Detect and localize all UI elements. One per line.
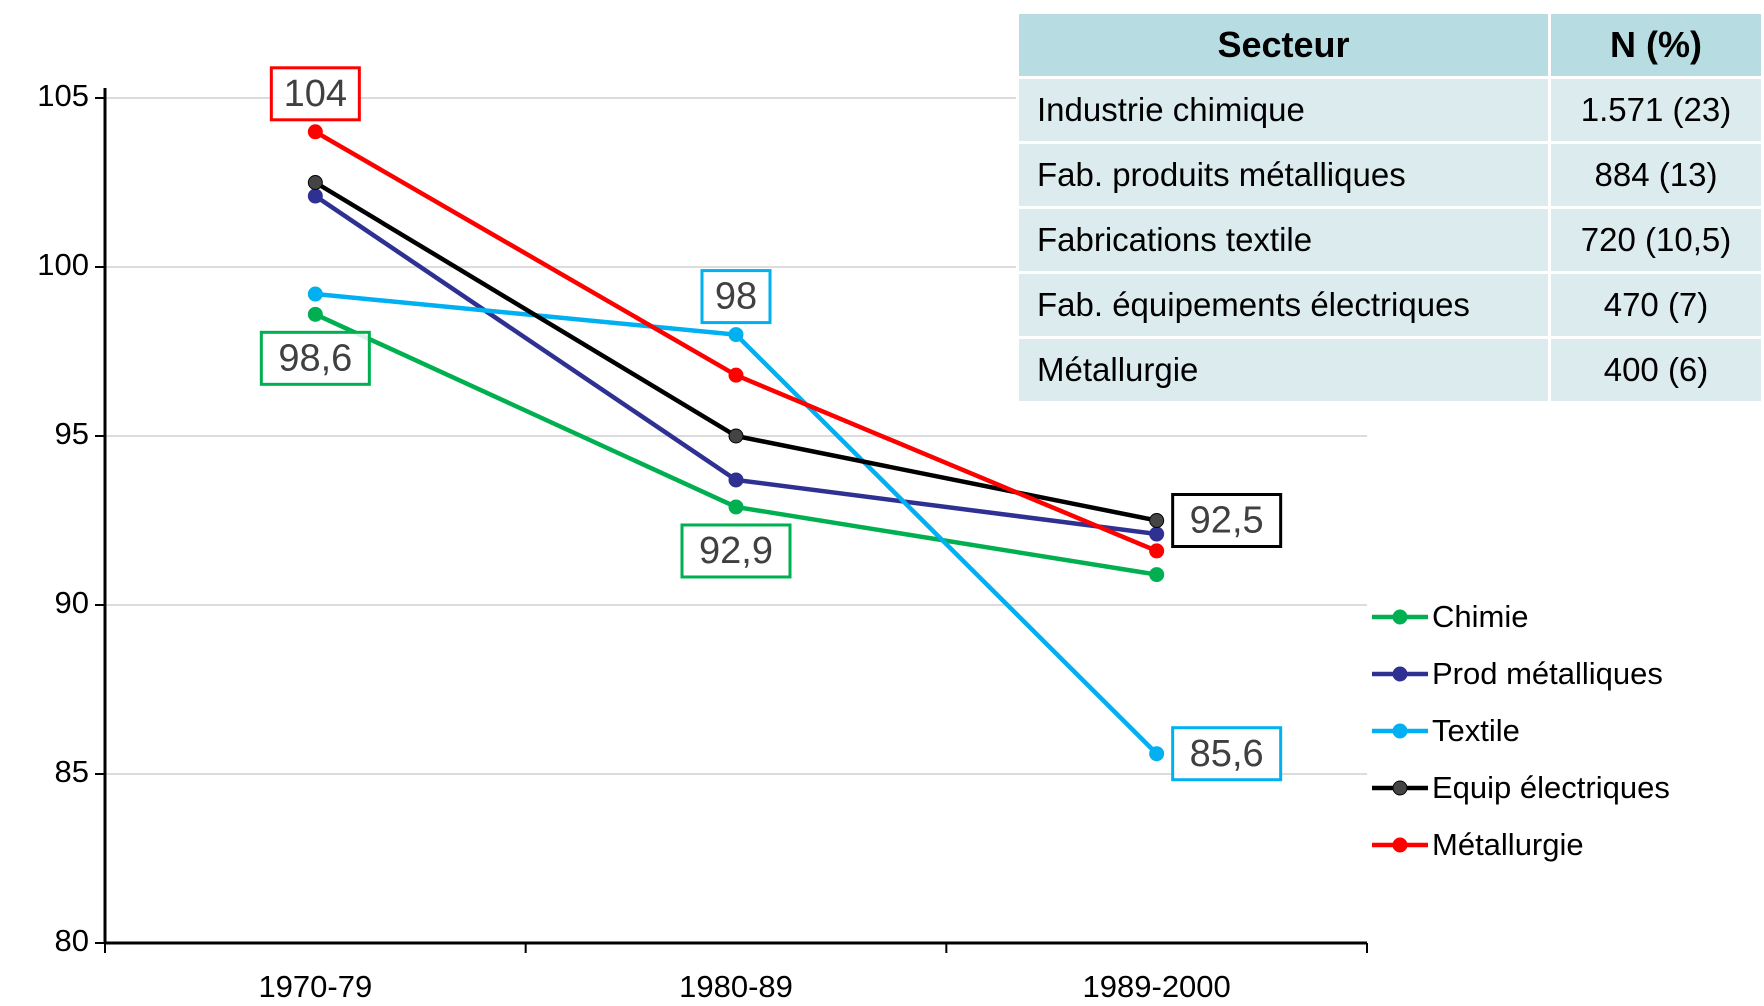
y-tick-label: 95: [55, 416, 89, 451]
data-label-text: 98,6: [278, 337, 352, 379]
point: [307, 286, 323, 302]
point: [307, 124, 323, 140]
legend-marker: [1392, 723, 1408, 739]
point: [728, 472, 744, 488]
data-label-box: [1171, 726, 1283, 782]
point: [1149, 513, 1165, 528]
table-cell: 470 (7): [1548, 271, 1764, 339]
point: [307, 188, 323, 204]
table-row: Industrie chimique 1.571 (23): [1015, 76, 1764, 144]
table-cell: Fab. équipements électriques: [1015, 271, 1552, 339]
table-cell: 1.571 (23): [1548, 76, 1764, 144]
table-row: Fabrications textile 720 (10,5): [1015, 206, 1764, 274]
legend-marker: [1392, 837, 1408, 853]
y-tick-label: 85: [55, 754, 89, 789]
data-label-text: 98: [715, 276, 757, 318]
table-cell: Industrie chimique: [1015, 76, 1552, 144]
point: [1149, 526, 1165, 542]
data-label-text: 92,5: [1190, 500, 1264, 542]
point: [307, 306, 323, 322]
data-label: 85,6: [1171, 726, 1283, 782]
y-tick-label: 100: [37, 247, 89, 282]
table-row: Fab. produits métalliques 884 (13): [1015, 141, 1764, 209]
data-label: 92,5: [1171, 493, 1283, 548]
point: [307, 175, 323, 190]
y-tick-label: 80: [55, 923, 89, 958]
table-header: N (%): [1548, 11, 1764, 79]
table-cell: 400 (6): [1548, 336, 1764, 404]
table-row: Fab. équipements électriques 470 (7): [1015, 271, 1764, 339]
point: [728, 428, 744, 444]
table-cell: Métallurgie: [1015, 336, 1552, 404]
table-cell: Fabrications textile: [1015, 206, 1552, 274]
data-label: 104: [269, 66, 361, 122]
point: [728, 499, 744, 515]
data-label-box: [259, 330, 371, 386]
data-label-text: 104: [284, 73, 347, 115]
table-cell: 720 (10,5): [1548, 206, 1764, 274]
point: [728, 327, 744, 343]
data-label: 98: [700, 269, 772, 325]
table-cell: 884 (13): [1548, 141, 1764, 209]
table-row: Métallurgie 400 (6): [1015, 336, 1764, 404]
data-label: 92,9: [680, 523, 792, 579]
y-tick-label: 90: [55, 585, 89, 620]
data-label-text: 92,9: [699, 530, 773, 572]
data-label-box: [700, 269, 772, 325]
x-tick-label: 1980-89: [679, 969, 793, 1004]
legend-label: Chimie: [1432, 599, 1528, 634]
point: [728, 367, 744, 383]
data-label-text: 85,6: [1190, 733, 1264, 775]
legend-label: Métallurgie: [1432, 827, 1584, 862]
x-tick-label: 1970-79: [258, 969, 372, 1004]
y-tick-label: 105: [37, 78, 89, 113]
legend-marker: [1392, 666, 1408, 682]
x-tick-label: 1989-2000: [1083, 969, 1231, 1004]
table-header: Secteur: [1015, 11, 1552, 79]
legend-marker: [1392, 609, 1408, 625]
legend-label: Textile: [1432, 713, 1520, 748]
data-label-box: [269, 66, 361, 122]
data-label-box: [680, 523, 792, 579]
point: [1149, 543, 1165, 559]
data-label-box: [1171, 493, 1283, 548]
legend-label: Equip électriques: [1432, 770, 1670, 805]
legend-label: Prod métalliques: [1432, 656, 1663, 691]
point: [1149, 746, 1165, 762]
point: [1149, 567, 1165, 583]
sector-table: Secteur N (%) Industrie chimique 1.571 (23)…: [1015, 11, 1764, 404]
table-cell: Fab. produits métalliques: [1015, 141, 1552, 209]
data-label: 98,6: [259, 330, 371, 386]
legend-marker: [1392, 780, 1408, 796]
